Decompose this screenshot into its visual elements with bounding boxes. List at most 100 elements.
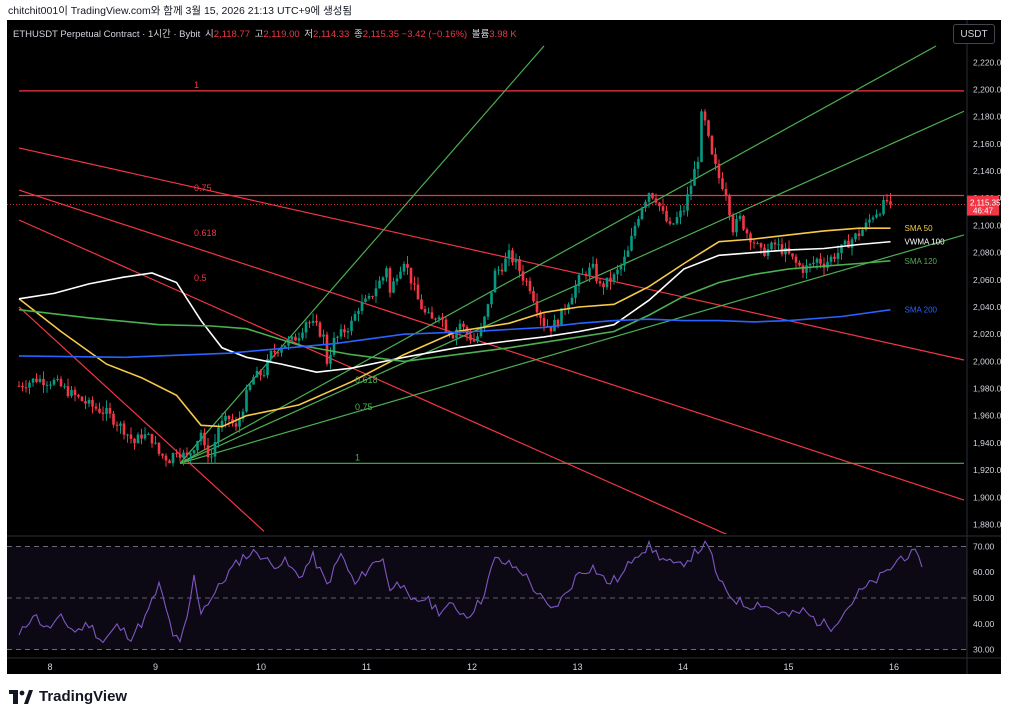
candle-body (217, 427, 220, 443)
sma-200-line (18, 308, 891, 359)
candle-body (133, 438, 136, 444)
candle-body (756, 243, 759, 245)
candle-body (640, 207, 644, 220)
candle-body (52, 379, 56, 385)
candle-body (259, 370, 262, 376)
time-tick-label: 14 (678, 662, 688, 672)
candle-body (595, 263, 598, 282)
candle-body (143, 434, 147, 439)
candle-body (455, 329, 458, 339)
candle-body (651, 193, 654, 199)
price-tick-label: 2,140.00 (973, 166, 1001, 176)
candle-body (875, 214, 878, 218)
candle-body (70, 389, 73, 397)
low-label: 저 (304, 29, 314, 40)
candle-body (280, 347, 283, 353)
candle-body (605, 277, 609, 288)
candle-body (560, 308, 563, 326)
candle-body (234, 423, 238, 427)
candle-body (175, 453, 178, 455)
candle-body (472, 340, 476, 342)
candle-body (462, 323, 465, 327)
candle-body (500, 269, 504, 272)
candle-body (213, 442, 217, 457)
red-trend-line (18, 189, 965, 501)
time-tick-label: 11 (362, 662, 371, 672)
candle-body (224, 415, 227, 421)
candle-body (378, 280, 381, 289)
candle-body (311, 320, 315, 323)
candle-body (609, 277, 612, 282)
time-tick-label: 16 (889, 662, 899, 672)
candle-body (707, 120, 710, 136)
candle-body (542, 317, 546, 327)
change-value: −3.42 (−0.16%) (401, 29, 468, 40)
fib-level-label: 0.5 (194, 273, 207, 283)
rsi-tick-label: 50.00 (973, 593, 995, 603)
candle-body (367, 295, 371, 299)
symbol-title[interactable]: ETHUSDT Perpetual Contract · 1시간 · Bybit (13, 29, 201, 40)
candle-body (150, 433, 154, 444)
candle-body (829, 256, 833, 262)
chart-frame[interactable]: 1,880.00 1,900.00 1,920.00 1,940.00 1,960.00… (7, 20, 1001, 674)
candle-body (504, 258, 507, 272)
candle-body (252, 377, 255, 385)
candle-body (108, 407, 112, 414)
candle-body (290, 336, 294, 340)
chart-caption: chitchit001이 TradingView.com와 함께 3월 15, … (8, 5, 353, 17)
candle-body (458, 323, 462, 330)
candle-body (815, 258, 819, 263)
sma-120-label: SMA 120 (905, 257, 938, 266)
candle-body (182, 452, 185, 458)
candle-body (493, 270, 497, 293)
candle-body (437, 317, 441, 320)
candle-body (416, 284, 420, 300)
candle-body (227, 415, 231, 420)
candle-body (42, 378, 45, 386)
candle-body (315, 320, 318, 323)
candle-body (171, 453, 175, 464)
candle-body (644, 201, 647, 208)
candle-body (147, 433, 150, 435)
candle-body (710, 135, 714, 155)
sma-120-line (18, 260, 891, 363)
candle-body (532, 291, 535, 302)
candle-body (161, 453, 164, 456)
candle-body (497, 269, 500, 271)
fib-level-label: 0.618 (194, 228, 217, 238)
price-tick-label: 2,180.00 (973, 112, 1001, 122)
candle-body (721, 178, 724, 190)
candle-body (129, 434, 133, 439)
candle-body (469, 334, 472, 341)
candle-body (297, 338, 301, 341)
candle-body (210, 456, 213, 458)
candle-body (556, 319, 560, 326)
candle-body (248, 384, 252, 391)
candle-body (413, 283, 416, 285)
high-label: 고 (254, 29, 264, 40)
price-tick-label: 1,920.00 (973, 465, 1001, 475)
candle-body (84, 401, 87, 404)
candle-body (122, 423, 126, 435)
main-pane[interactable]: SMA 50 VWMA 100 SMA 120 SMA 200 1 0.75 0.618 0.… (17, 45, 965, 609)
price-tick-label: 2,080.00 (973, 248, 1001, 258)
candle-body (276, 352, 280, 354)
candle-body (528, 280, 532, 292)
rsi-tick-label: 60.00 (973, 567, 995, 577)
candle-body (241, 411, 245, 419)
price-chart[interactable]: 1,880.00 1,900.00 1,920.00 1,940.00 1,960.00… (7, 20, 1001, 674)
candle-body (682, 210, 686, 212)
green-trend-line (179, 45, 937, 464)
vwma-100-line (18, 240, 891, 374)
candle-body (514, 259, 518, 263)
candle-body (283, 345, 287, 348)
candle-body (427, 312, 430, 314)
rsi-tick-label: 30.00 (973, 645, 995, 655)
candle-body (819, 258, 822, 264)
currency-button[interactable]: USDT (953, 24, 995, 44)
time-tick-label: 12 (467, 662, 477, 672)
candle-body (409, 267, 413, 284)
candle-body (735, 219, 738, 233)
time-tick-label: 9 (153, 662, 158, 672)
candle-body (329, 354, 332, 364)
